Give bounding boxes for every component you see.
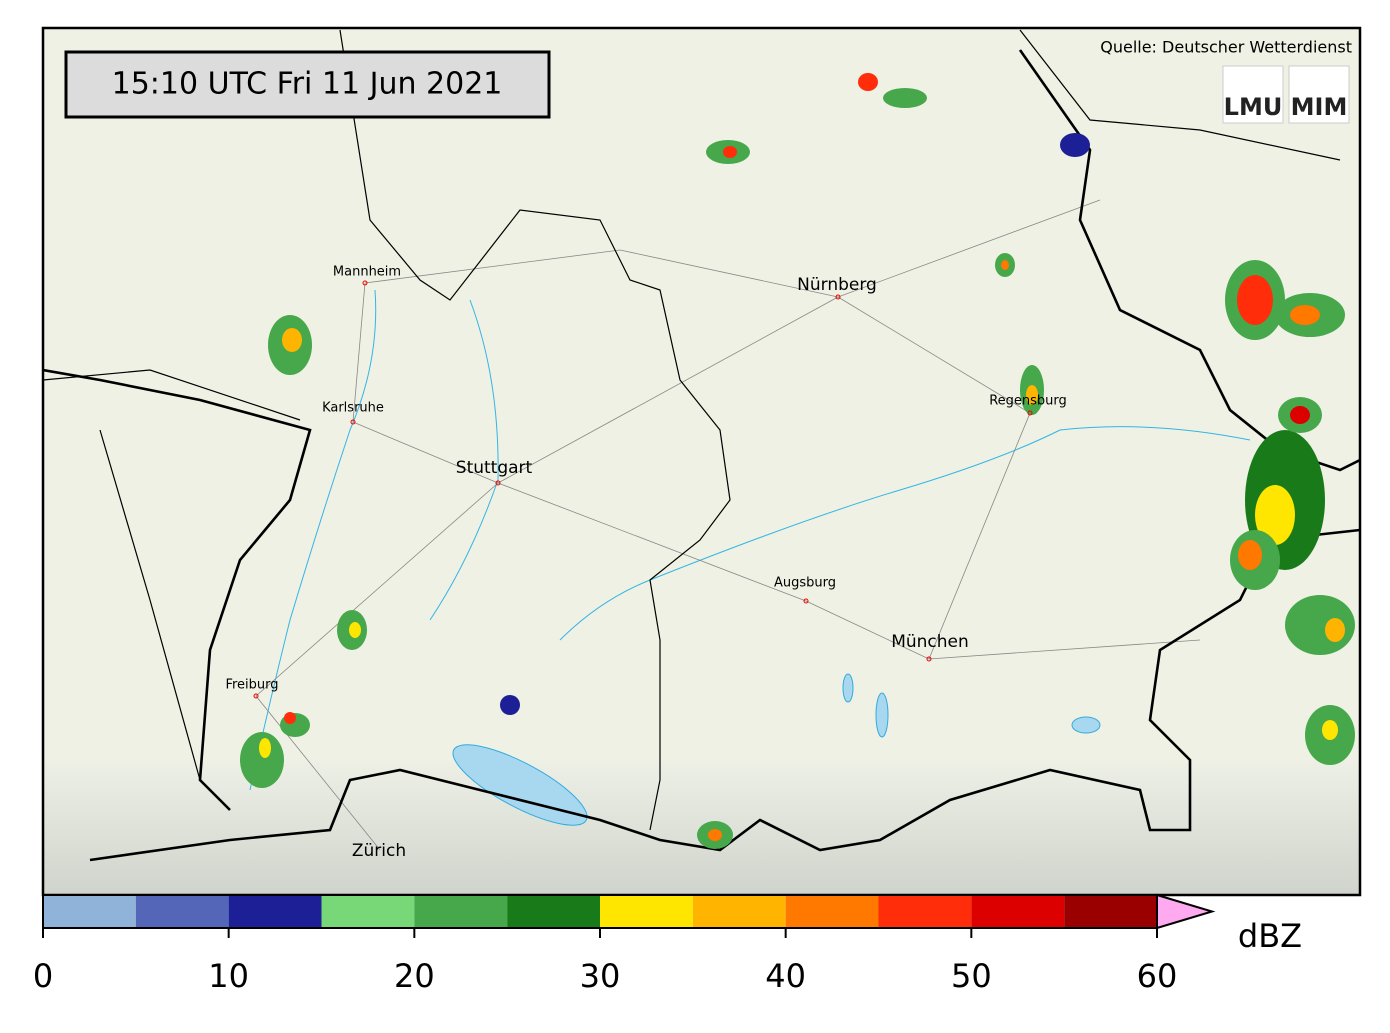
city-layer: Mannheim Karlsruhe Stuttgart Nürnberg Regens…: [225, 265, 1066, 862]
city-label: Mannheim: [333, 265, 401, 280]
colorbar-tick-label: 10: [208, 957, 249, 995]
city-dot: [495, 480, 501, 486]
colorbar-tick-label: 0: [33, 957, 53, 995]
colorbar-segment: [692, 895, 786, 928]
colorbar-segment: [971, 895, 1065, 928]
colorbar-tick-label: 50: [951, 957, 992, 995]
colorbar-segment: [135, 895, 229, 928]
colorbar-segment: [507, 895, 600, 928]
country-borders: [43, 49, 1360, 862]
city-label: Regensburg: [989, 394, 1067, 409]
city-label: Stuttgart: [456, 458, 533, 478]
lake-constance: [452, 744, 588, 826]
colorbar-segment: [1064, 895, 1157, 928]
colorbar-segment: [321, 895, 415, 928]
lake: [1071, 716, 1101, 734]
timestamp-box: [64, 50, 551, 119]
colorbar-unit: dBZ: [1238, 917, 1302, 955]
city-label: Nürnberg: [797, 275, 877, 295]
colorbar-segment: [785, 895, 879, 928]
colorbar-segment: [600, 895, 693, 928]
colorbar-segment: [878, 895, 972, 928]
map-area: Mannheim Karlsruhe Stuttgart Nürnberg Regens…: [43, 28, 1360, 895]
city-label: München: [891, 632, 969, 652]
lake: [842, 673, 854, 703]
colorbar-segment: [228, 895, 322, 928]
city-dot: [350, 419, 356, 425]
rivers: [249, 289, 1251, 791]
colorbar-tick-label: 60: [1137, 957, 1178, 995]
city-label: Zürich: [352, 841, 406, 861]
city-dot: [1027, 410, 1033, 416]
colorbar-tick-label: 20: [394, 957, 435, 995]
city-dot: [362, 280, 368, 286]
city-label: Freiburg: [225, 678, 278, 693]
logo-box: [1288, 65, 1350, 124]
colorbar-segment: [43, 895, 136, 928]
state-borders: [43, 29, 1341, 831]
logo-lmu: LMU: [1224, 93, 1283, 121]
colorbar-tick-label: 40: [765, 957, 806, 995]
city-dot: [253, 693, 259, 699]
radar-echoes: [240, 73, 1355, 849]
colorbar-extend: [1156, 893, 1216, 930]
city-dot: [926, 656, 932, 662]
colorbar-segment: [414, 895, 508, 928]
city-dot: [803, 598, 809, 604]
colorbar-tick-label: 30: [580, 957, 621, 995]
city-label: Augsburg: [774, 576, 836, 591]
source: Quelle: Deutscher Wetterdienst: [1100, 38, 1352, 57]
city-dot: [835, 294, 841, 300]
roads: [255, 199, 1201, 851]
city-label: Karlsruhe: [322, 401, 384, 416]
timestamp: 15:10 UTC Fri 11 Jun 2021: [112, 67, 503, 102]
lake: [875, 692, 889, 738]
logo-mim: MIM: [1291, 93, 1348, 121]
logo-box: [1222, 65, 1284, 124]
colorbar: 0 10 20 30 40 50 60 dBZ: [33, 893, 1302, 995]
